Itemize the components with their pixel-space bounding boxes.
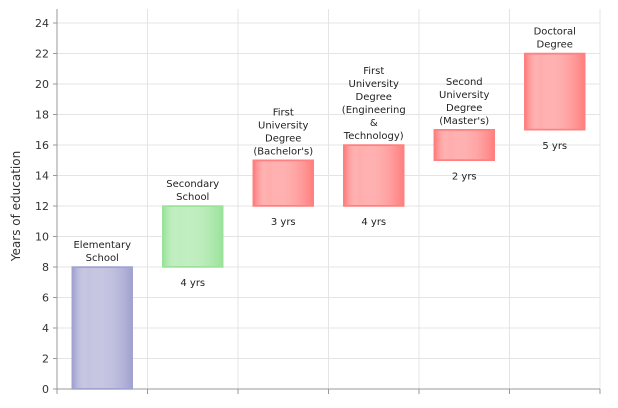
bar-category-label: Degree (265, 133, 301, 144)
bar-duration-label: 3 yrs (271, 217, 296, 228)
y-tick-label: 22 (35, 48, 49, 61)
y-tick-label: 8 (42, 261, 49, 274)
y-tick-label: 6 (42, 292, 49, 305)
bar-category-label: School (176, 192, 209, 203)
y-tick-label: 2 (42, 353, 49, 366)
bar-category-label: School (86, 253, 119, 264)
bar-category-label: Degree (356, 92, 392, 103)
y-tick-label: 14 (35, 170, 49, 183)
bar-highlight (163, 207, 222, 266)
y-tick-label: 20 (35, 78, 49, 91)
bar-category-label: University (349, 79, 400, 90)
bar-highlight (344, 146, 403, 205)
y-tick-label: 24 (35, 17, 49, 30)
bar-category-label: Degree (446, 103, 482, 114)
y-tick-label: 0 (42, 383, 49, 396)
bar-category-label: (Master's) (439, 116, 489, 127)
bar-category-label: Doctoral (534, 27, 576, 38)
bar-category-label: (Bachelor's) (253, 146, 313, 157)
bar-category-label: First (363, 66, 384, 77)
bar-category-label: University (258, 120, 309, 131)
bar-highlight (254, 161, 313, 205)
bar-category-label: (Engineering (342, 105, 406, 116)
grid (57, 9, 601, 390)
y-tick-label: 16 (35, 139, 49, 152)
y-tick-label: 4 (42, 322, 49, 335)
bar-category-label: Technology) (343, 131, 404, 142)
bar-duration-label: 2 yrs (452, 171, 477, 182)
bar-category-label: Degree (537, 40, 573, 51)
bar-highlight (525, 54, 584, 129)
bars: Elementary School Secondary School 4 yrs Firs… (71, 27, 586, 390)
bar-category-label: Secondary (166, 179, 219, 190)
y-tick-label: 10 (35, 231, 49, 244)
bar-category-label: & (370, 118, 378, 129)
y-tick-label: 12 (35, 200, 49, 213)
y-axis-label: Years of education (9, 151, 23, 262)
bar-duration-label: 4 yrs (361, 217, 386, 228)
bar-duration-label: 5 yrs (542, 141, 567, 152)
bar-duration-label: 4 yrs (180, 278, 205, 289)
y-tick-label: 18 (35, 109, 49, 122)
bar-category-label: Second (446, 77, 483, 88)
bar-category-label: University (439, 90, 490, 101)
bar-category-label: Elementary (73, 240, 131, 251)
bar-highlight (435, 130, 494, 160)
bar-category-label: First (273, 107, 294, 118)
bar-highlight (73, 268, 132, 388)
